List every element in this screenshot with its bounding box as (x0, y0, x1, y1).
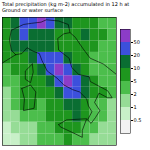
svg-text:20: 20 (134, 52, 140, 58)
svg-text:5: 5 (134, 78, 137, 84)
svg-text:10: 10 (134, 65, 140, 71)
svg-text:50: 50 (134, 39, 140, 45)
svg-text:0.5: 0.5 (134, 117, 142, 123)
svg-text:2: 2 (134, 91, 137, 97)
html-text:Total precipitation (kg m-2) a: Total precipitation (kg m-2) accumulated… (2, 1, 130, 13)
svg-text:1: 1 (134, 104, 137, 110)
